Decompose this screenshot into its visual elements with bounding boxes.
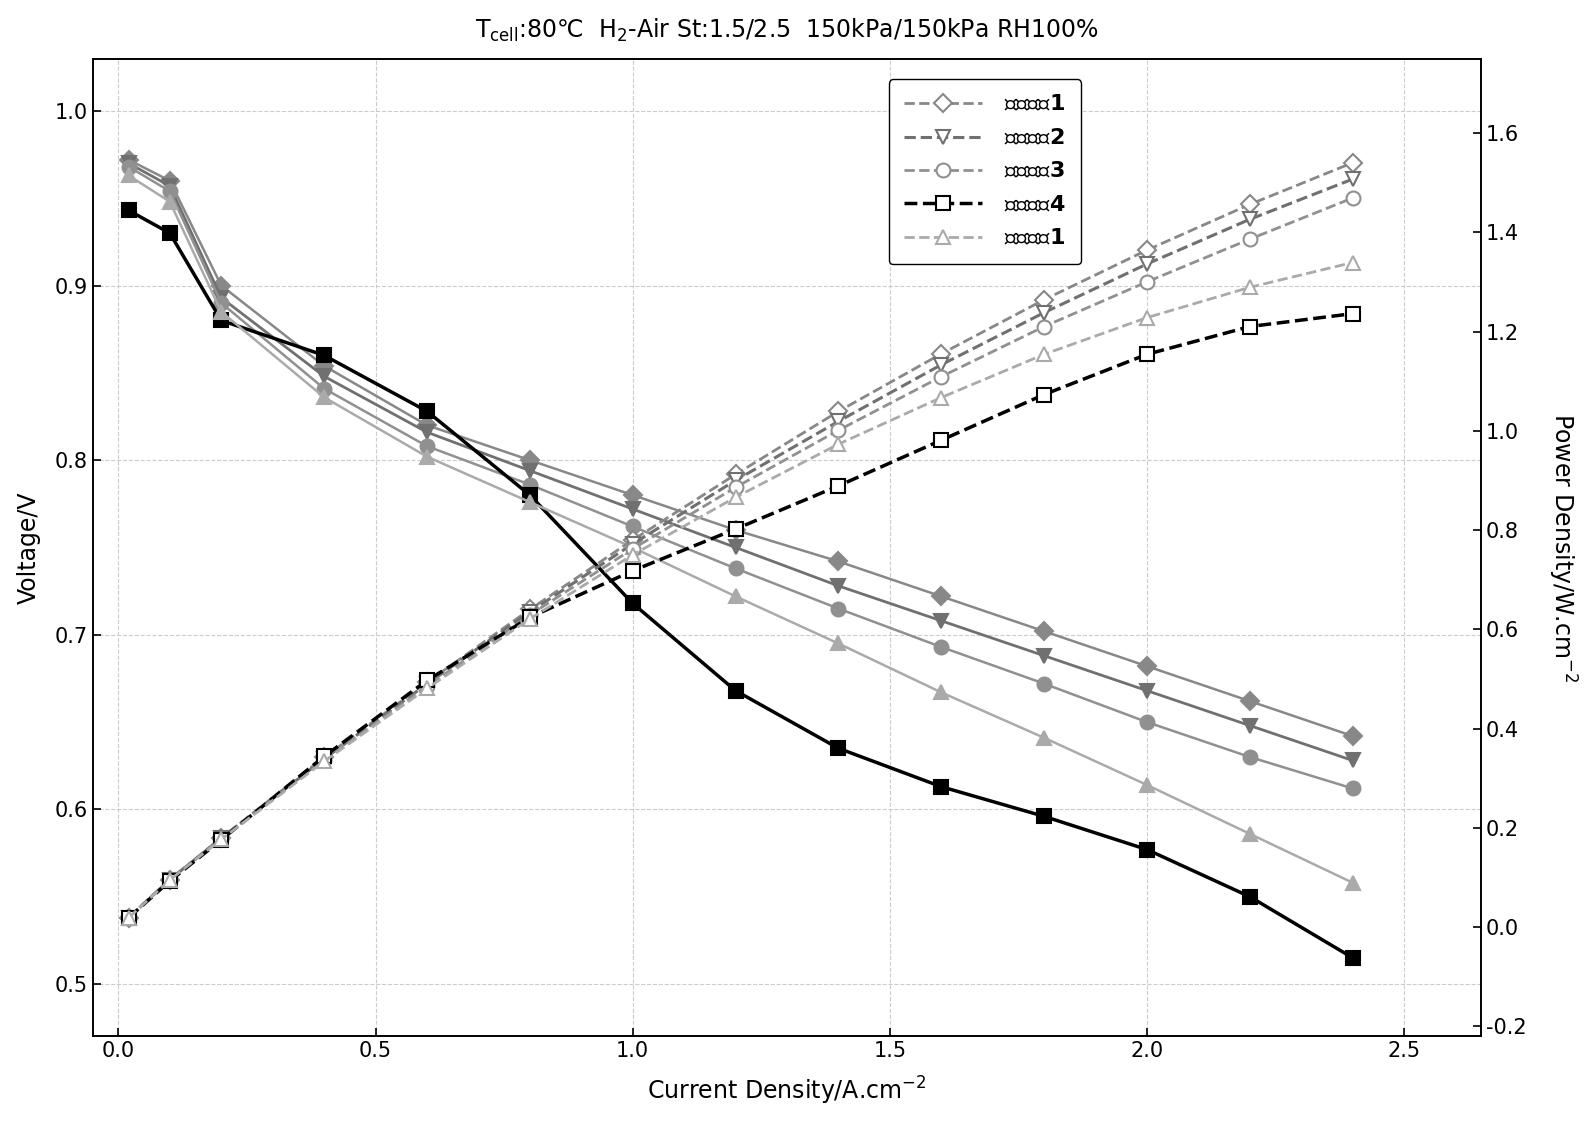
Y-axis label: Voltage/V: Voltage/V [16, 491, 40, 604]
Legend: 实施例子$\mathbf{1}$, 实施例子$\mathbf{2}$, 实施例子$\mathbf{3}$, 实施例子$\mathbf{4}$, 对比例子$\ma: 实施例子$\mathbf{1}$, 实施例子$\mathbf{2}$, 实施例子… [888, 80, 1081, 264]
Title: T$_{\mathregular{cell}}$:80℃  H$_{\mathregular{2}}$-Air St:1.5/2.5  150kPa/150kP: T$_{\mathregular{cell}}$:80℃ H$_{\mathre… [475, 17, 1099, 44]
X-axis label: Current Density/A.cm$^{-2}$: Current Density/A.cm$^{-2}$ [648, 1076, 927, 1107]
Y-axis label: Power Density/W.cm$^{-2}$: Power Density/W.cm$^{-2}$ [1546, 413, 1579, 682]
